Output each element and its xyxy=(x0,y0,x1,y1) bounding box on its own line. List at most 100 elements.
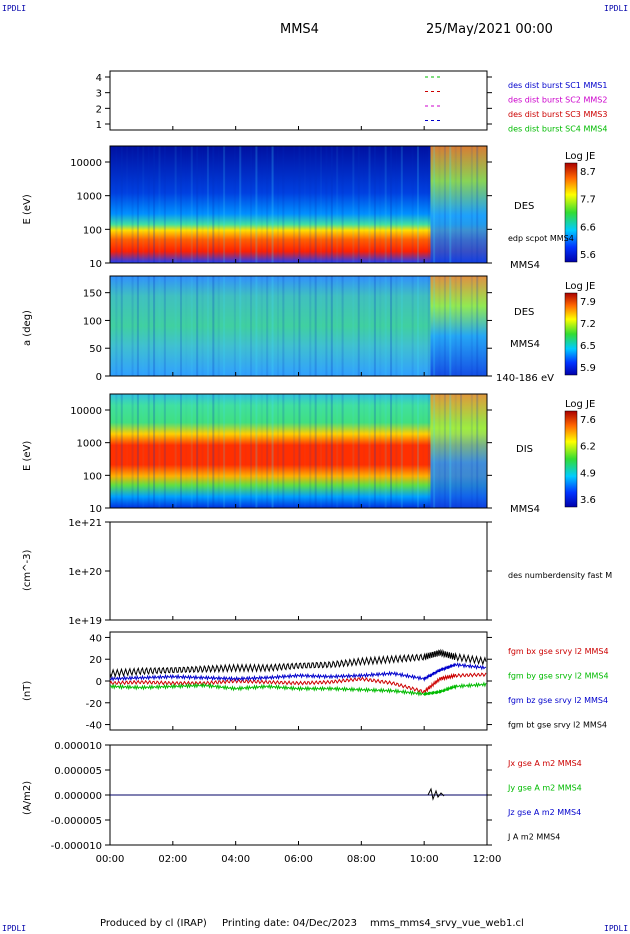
x-tick-label: 12:00 xyxy=(473,854,502,865)
y-axis-label-density: (cm^-3) xyxy=(22,550,33,591)
heatmap-streak xyxy=(470,394,473,508)
heatmap-streak xyxy=(174,394,177,508)
heatmap-streak xyxy=(427,146,430,263)
colorbar-tick-dis_energy: 7.6 xyxy=(580,415,596,426)
heatmap-streak xyxy=(320,276,323,376)
heatmap-streak xyxy=(460,394,463,508)
heatmap-streak xyxy=(217,394,220,508)
heatmap-streak xyxy=(390,146,393,263)
heatmap-streak xyxy=(341,394,344,508)
y-axis-label-des_pitch: a (deg) xyxy=(22,310,33,346)
heatmap-streak xyxy=(196,146,199,263)
heatmap-streak xyxy=(470,276,473,376)
heatmap-streak xyxy=(126,276,128,376)
heatmap-streak xyxy=(255,276,258,376)
heatmap-streak xyxy=(368,394,371,508)
panel-frame-magnetic_field xyxy=(109,631,488,731)
heatmap-streak xyxy=(260,276,263,376)
heatmap-streak xyxy=(120,394,123,508)
colorbar-tick-des_pitch: 7.9 xyxy=(580,297,596,308)
heatmap-streak xyxy=(320,394,323,508)
legend-entry-current: Jz gse A m2 MMS4 xyxy=(507,808,581,817)
heatmap-streak xyxy=(433,394,436,508)
y-tick-label-burst: 2 xyxy=(96,104,102,115)
colorbar-des_pitch xyxy=(564,292,578,376)
heatmap-streak xyxy=(373,394,376,508)
heatmap-streak xyxy=(271,146,274,263)
heatmap-streak xyxy=(185,146,187,263)
heatmap-streak xyxy=(153,146,156,263)
heatmap-streak xyxy=(325,276,328,376)
colorbar-tick-dis_energy: 3.6 xyxy=(580,495,596,506)
heatmap-streak xyxy=(390,276,393,376)
heatmap-streak xyxy=(309,276,312,376)
heatmap-streak xyxy=(250,146,253,263)
heatmap-streak xyxy=(314,394,317,508)
colorbar-title-des_energy: Log JE xyxy=(565,151,595,162)
heatmap-streak xyxy=(438,276,441,376)
y-tick-label-current_density: -0.000005 xyxy=(51,816,102,827)
heatmap-streak xyxy=(131,394,134,508)
heatmap-streak xyxy=(460,146,463,263)
heatmap-streak xyxy=(352,394,355,508)
y-tick-label-des_pitch: 0 xyxy=(96,372,102,383)
heatmap-streak xyxy=(163,146,166,263)
heatmap-streak xyxy=(482,146,484,263)
heatmap-streak xyxy=(293,394,296,508)
heatmap-streak xyxy=(153,276,156,376)
heatmap-streak xyxy=(400,276,403,376)
heatmap-streak xyxy=(314,276,317,376)
heatmap-streak xyxy=(416,276,419,376)
y-tick-label-dis_energy: 10 xyxy=(89,504,102,515)
heatmap-streak xyxy=(239,146,242,263)
y-tick-label-magnetic_field: -40 xyxy=(86,721,102,732)
heatmap-streak xyxy=(276,276,279,376)
legend-entry-burst: des dist burst SC3 MMS3 xyxy=(508,110,607,119)
heatmap-streak xyxy=(384,146,387,263)
heatmap-streak xyxy=(443,276,446,376)
heatmap-streak xyxy=(142,276,145,376)
y-axis-label-current_density: (A/m2) xyxy=(22,781,33,815)
footer-printing-date: Printing date: 04/Dec/2023 xyxy=(222,918,358,929)
heatmap-streak xyxy=(341,146,344,263)
footer-filename: mms_mms4_srvy_vue_web1.cl xyxy=(370,918,524,929)
heatmap-streak xyxy=(411,276,414,376)
heatmap-streak xyxy=(266,146,269,263)
y-tick-label-des_energy: 1000 xyxy=(77,192,102,203)
colorbar-tick-dis_energy: 4.9 xyxy=(580,468,596,479)
heatmap-streak xyxy=(201,276,204,376)
heatmap-streak xyxy=(330,276,333,376)
series-line-by xyxy=(109,681,487,697)
y-tick-label-density: 1e+21 xyxy=(68,518,102,529)
heatmap-streak xyxy=(304,146,306,263)
series-line-bt xyxy=(109,648,487,679)
heatmap-streak xyxy=(266,394,269,508)
heatmap-streak xyxy=(158,394,161,508)
heatmap-streak xyxy=(180,146,183,263)
colorbar-title-des_pitch: Log JE xyxy=(565,281,595,292)
x-tick-label: 08:00 xyxy=(347,854,376,865)
y-tick-label-des_energy: 100 xyxy=(83,225,102,236)
heatmap-streak xyxy=(212,146,215,263)
heatmap-streak xyxy=(357,276,360,376)
y-tick-label-dis_energy: 1000 xyxy=(77,439,102,450)
heatmap-streak xyxy=(411,394,414,508)
heatmap-streak xyxy=(185,394,187,508)
series-group xyxy=(109,76,487,801)
y-tick-label-magnetic_field: 0 xyxy=(96,677,102,688)
heatmap-streak xyxy=(384,394,387,508)
y-tick-label-density: 1e+19 xyxy=(68,616,102,627)
heatmap-streak xyxy=(266,276,269,376)
heatmap-streak xyxy=(233,276,236,376)
heatmap-streak xyxy=(341,276,344,376)
heatmap-streak xyxy=(427,276,430,376)
heatmap-streak xyxy=(245,146,247,263)
heatmap-streak xyxy=(115,146,118,263)
heatmap-streak xyxy=(120,146,123,263)
x-tick-label: 02:00 xyxy=(158,854,187,865)
heatmap-streak xyxy=(180,276,183,376)
panel-frame-density xyxy=(109,521,488,621)
series-line-bx xyxy=(109,672,487,695)
heatmap-streak xyxy=(212,276,215,376)
heatmap-streak xyxy=(282,146,285,263)
